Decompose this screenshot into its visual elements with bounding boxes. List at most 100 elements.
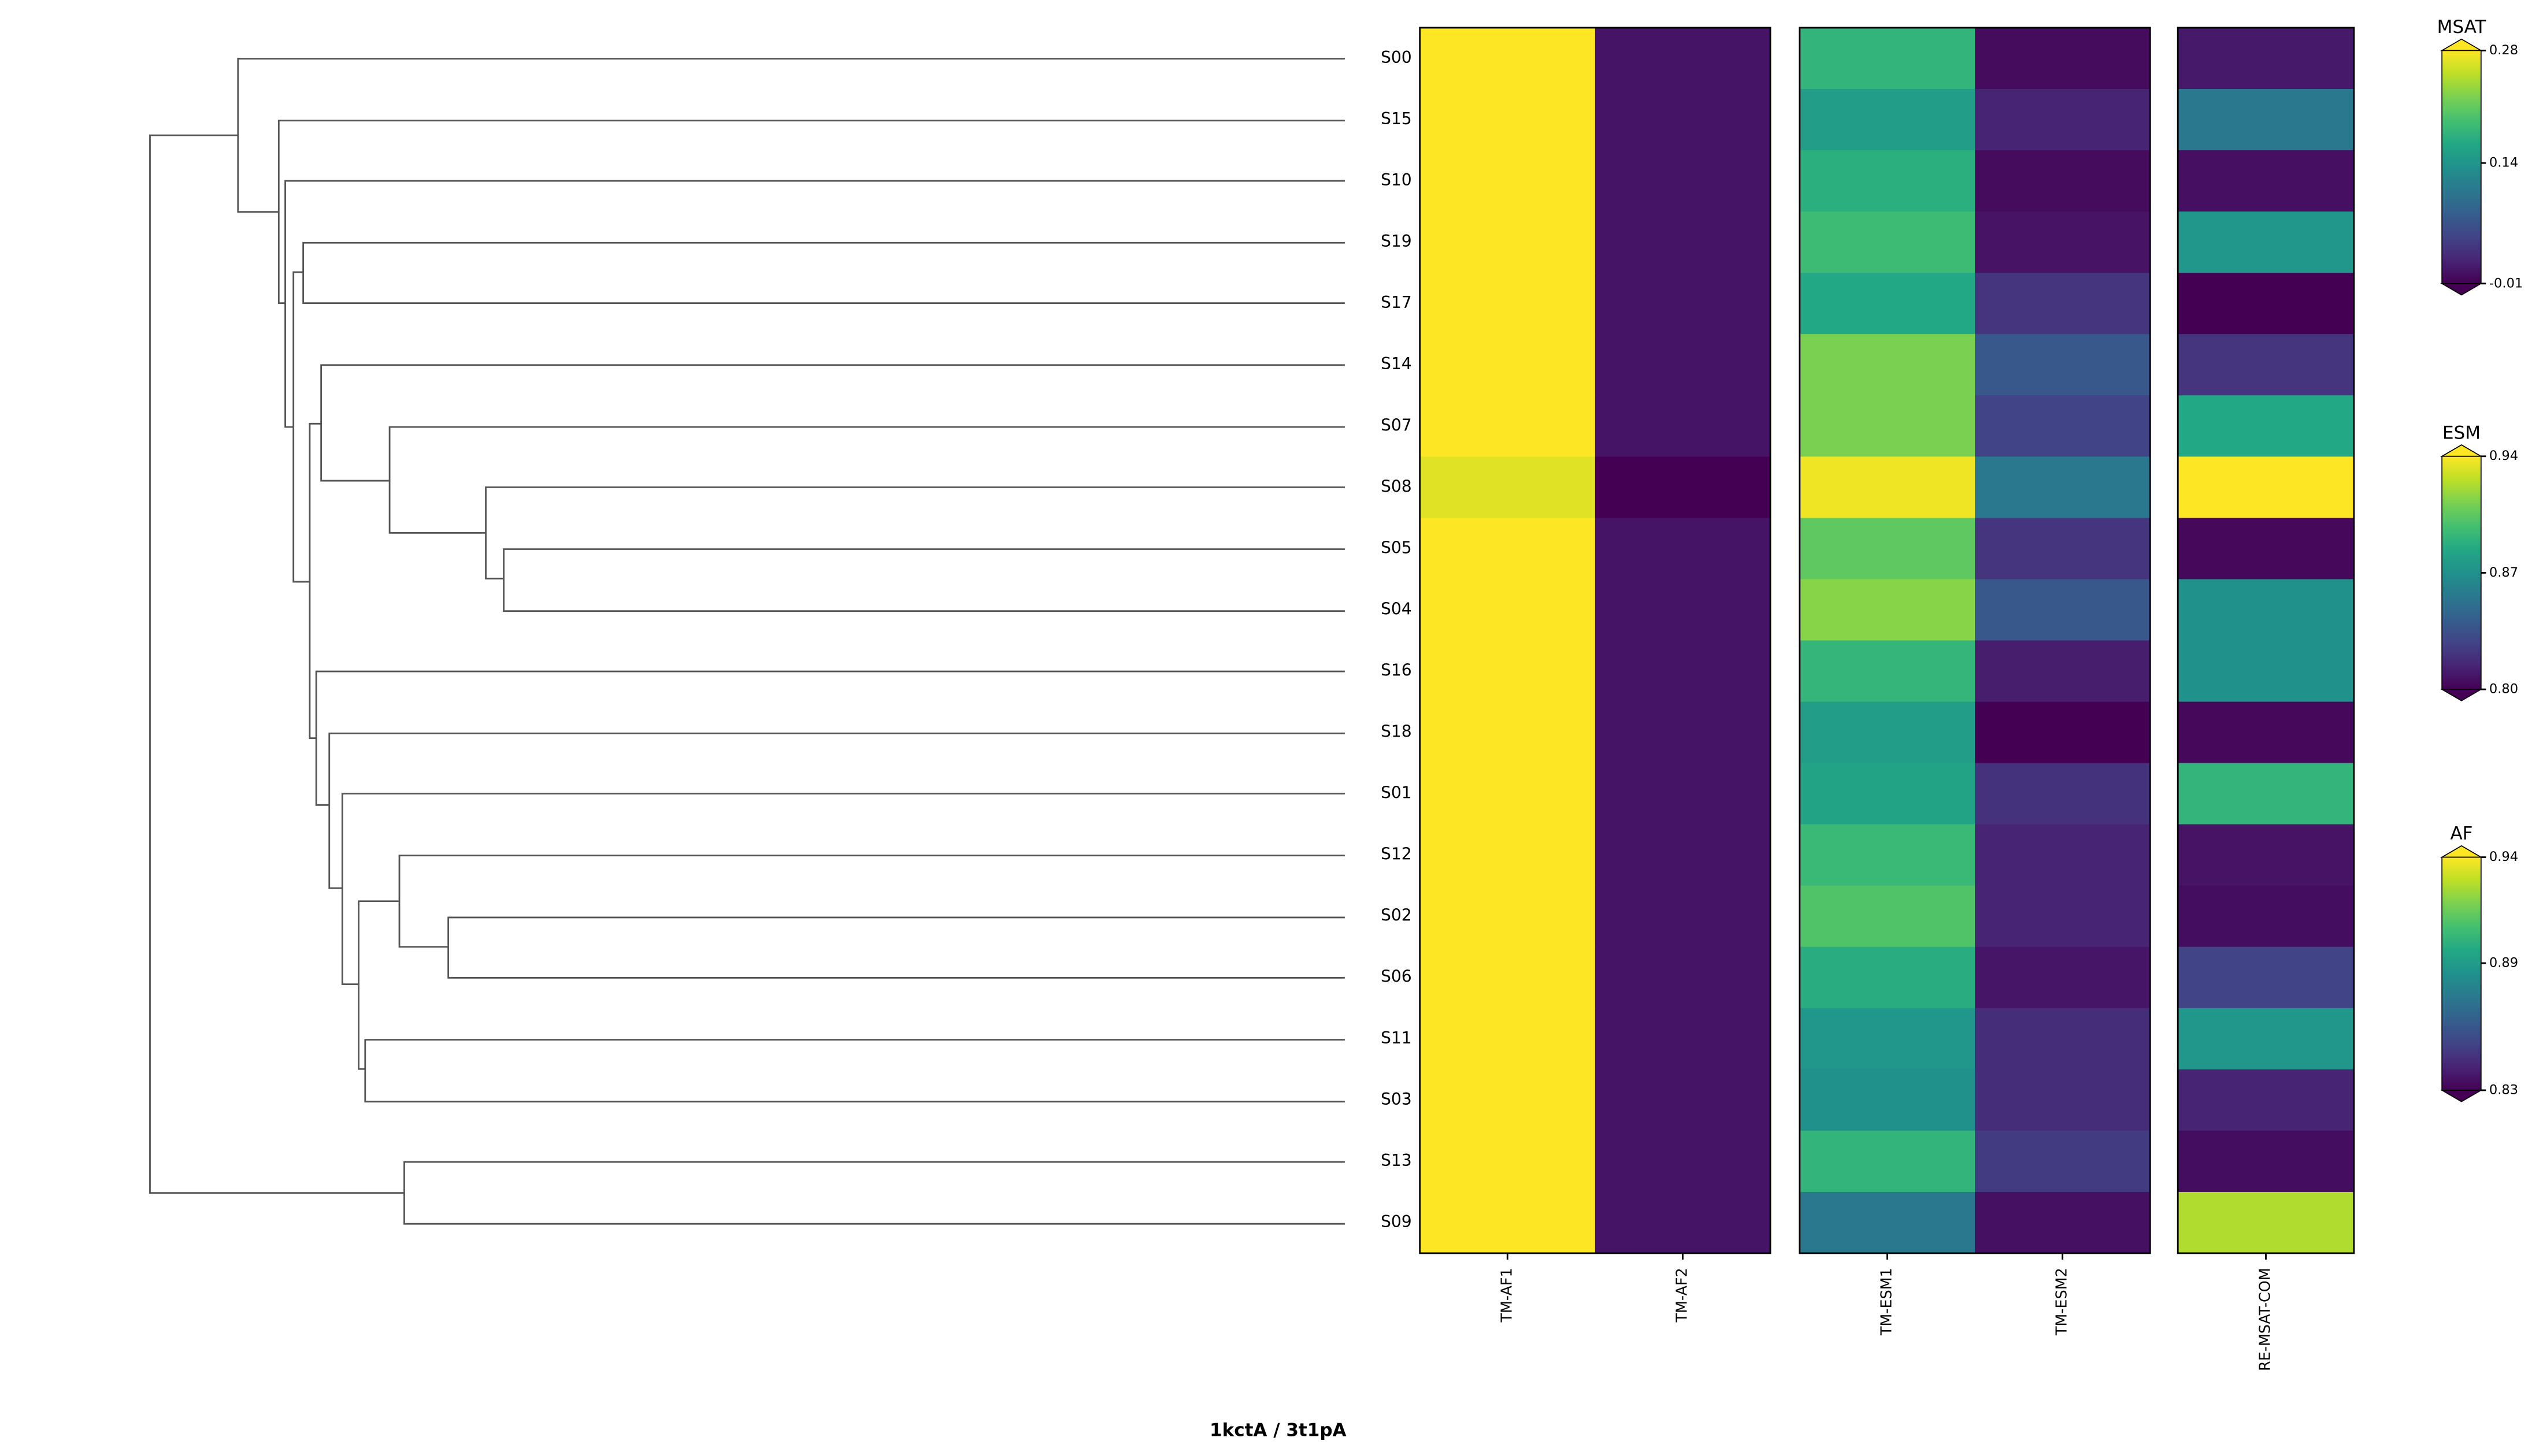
heatmap-cell xyxy=(1595,1008,1771,1070)
heatmap-cell xyxy=(2178,946,2355,1009)
heatmap-cell xyxy=(2178,27,2355,90)
dendrogram-link xyxy=(302,242,1345,304)
heatmap-cell xyxy=(1975,640,2151,703)
heatmap-cell xyxy=(1595,763,1771,825)
heatmap-cell xyxy=(1595,456,1771,519)
colorbar xyxy=(2441,856,2482,1091)
heatmap-cell xyxy=(1419,456,1596,519)
heatmap-cell xyxy=(2178,763,2355,825)
colorbar-tick-label: 0.83 xyxy=(2489,1082,2518,1097)
heatmap-cell xyxy=(1799,334,1975,396)
colorbar-tick-label: 0.94 xyxy=(2489,448,2518,463)
heatmap-cell xyxy=(1595,701,1771,764)
colorbar-extend-bottom xyxy=(2440,283,2483,296)
heatmap-cell xyxy=(1975,27,2151,90)
dendrogram-link xyxy=(364,1039,1345,1103)
heatmap-cell xyxy=(1799,89,1975,151)
heatmap-cell xyxy=(1975,946,2151,1009)
dendrogram-link xyxy=(284,180,1345,428)
heatmap-cell xyxy=(2178,456,2355,519)
row-label: S02 xyxy=(1381,906,1412,925)
dendrogram-link xyxy=(358,900,400,1070)
heatmap-cell xyxy=(2178,273,2355,335)
heatmap-cell xyxy=(2178,518,2355,580)
heatmap-cell xyxy=(1419,89,1596,151)
row-label: S01 xyxy=(1381,783,1412,803)
row-label: S00 xyxy=(1381,48,1412,67)
row-label: S10 xyxy=(1381,170,1412,190)
heatmap-cell xyxy=(2178,701,2355,764)
heatmap-cell xyxy=(2178,885,2355,948)
heatmap-cell xyxy=(1419,1008,1596,1070)
heatmap-cell xyxy=(1419,885,1596,948)
heatmap-cell xyxy=(2178,640,2355,703)
colorbar-title: AF xyxy=(2450,823,2472,844)
heatmap-cell xyxy=(1799,946,1975,1009)
heatmap-cell xyxy=(1595,946,1771,1009)
dendrogram-link xyxy=(328,732,1345,889)
heatmap-cell xyxy=(1419,1191,1596,1254)
row-label: S12 xyxy=(1381,845,1412,864)
row-label: S17 xyxy=(1381,293,1412,312)
heatmap-cell xyxy=(1975,334,2151,396)
heatmap-cell xyxy=(1975,579,2151,641)
heatmap-cell xyxy=(1975,273,2151,335)
heatmap-cell xyxy=(1419,273,1596,335)
heatmap-cell xyxy=(1419,824,1596,886)
row-label: S13 xyxy=(1381,1151,1412,1170)
heatmap-cell xyxy=(1975,518,2151,580)
heatmap-cell xyxy=(2178,211,2355,274)
column-label: TM-AF1 xyxy=(1497,1268,1515,1323)
heatmap-cell xyxy=(1419,1130,1596,1193)
heatmap-cell xyxy=(1595,1191,1771,1254)
row-label: S04 xyxy=(1381,599,1412,618)
heatmap-cell xyxy=(2178,334,2355,396)
heatmap-cell xyxy=(1975,150,2151,212)
column-label: TM-ESM2 xyxy=(2053,1268,2070,1336)
row-label: S14 xyxy=(1381,354,1412,373)
heatmap-cell xyxy=(2178,1191,2355,1254)
heatmap-cell xyxy=(1595,824,1771,886)
dendrogram-link xyxy=(485,486,1345,580)
heatmap-cell xyxy=(1419,946,1596,1009)
colorbar-tick-label: 0.14 xyxy=(2489,155,2518,170)
colorbar-extend-bottom xyxy=(2440,689,2483,701)
heatmap-cell xyxy=(1975,456,2151,519)
heatmap-cell xyxy=(1595,211,1771,274)
heatmap-cell xyxy=(1975,1130,2151,1193)
colorbar xyxy=(2441,455,2482,690)
row-label: S15 xyxy=(1381,109,1412,128)
row-label: S03 xyxy=(1381,1090,1412,1109)
colorbar-tick-label: 0.80 xyxy=(2489,682,2518,697)
heatmap-cell xyxy=(1595,395,1771,458)
heatmap-cell xyxy=(1419,27,1596,90)
heatmap-cell xyxy=(2178,1008,2355,1070)
dendrogram-link xyxy=(309,422,321,740)
heatmap-cell xyxy=(1799,824,1975,886)
heatmap-cell xyxy=(1799,1008,1975,1070)
heatmap-cell xyxy=(1975,763,2151,825)
chart-title: 1kctA / 3t1pA xyxy=(1210,1420,1347,1440)
row-label: S06 xyxy=(1381,967,1412,986)
heatmap-cell xyxy=(1975,89,2151,151)
heatmap-cell xyxy=(1595,89,1771,151)
colorbar-tick-label: -0.01 xyxy=(2489,276,2523,291)
colorbar-extend-top xyxy=(2440,38,2483,51)
heatmap-cell xyxy=(1975,824,2151,886)
heatmap-cell xyxy=(2178,1130,2355,1193)
panel-border xyxy=(1419,27,1771,1254)
heatmap-cell xyxy=(1975,211,2151,274)
colorbar-title: ESM xyxy=(2442,422,2481,443)
dendrogram-link xyxy=(388,426,1345,534)
dendrogram-link xyxy=(398,855,1345,948)
heatmap-cell xyxy=(1799,1191,1975,1254)
heatmap-cell xyxy=(2178,395,2355,458)
heatmap-cell xyxy=(1799,518,1975,580)
colorbar-tick-label: 0.94 xyxy=(2489,849,2518,864)
heatmap-cell xyxy=(1419,763,1596,825)
heatmap-cell xyxy=(1799,640,1975,703)
dendrogram-link xyxy=(277,120,1345,304)
row-label: S08 xyxy=(1381,477,1412,496)
heatmap-cell xyxy=(1799,885,1975,948)
